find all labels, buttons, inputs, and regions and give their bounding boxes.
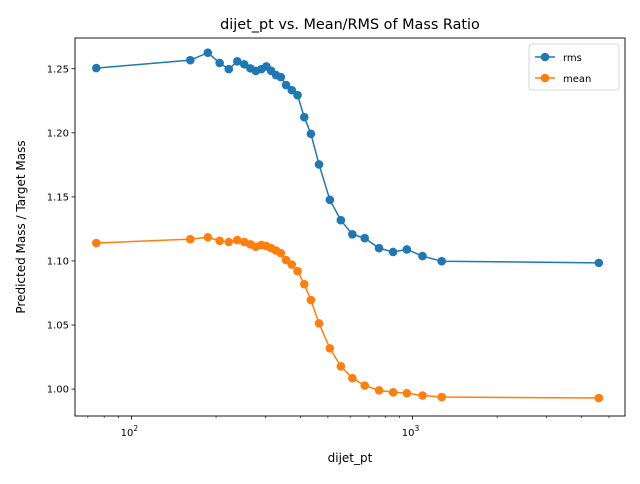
data-point-rms — [232, 57, 242, 66]
data-point-mean — [203, 232, 213, 242]
data-point-mean — [374, 386, 384, 395]
x-axis: 102 103 — [87, 416, 610, 439]
data-point-mean — [418, 391, 427, 400]
data-point-rms — [186, 55, 195, 65]
data-point-mean — [232, 235, 242, 245]
y-tick-label: 1.10 — [47, 257, 69, 268]
legend-marker-rms — [540, 52, 550, 62]
data-point-mean — [287, 260, 297, 269]
legend-label-mean: mean — [563, 74, 591, 85]
data-point-mean — [299, 279, 309, 289]
data-point-mean — [348, 373, 357, 383]
x-tick-label: 103 — [402, 424, 420, 439]
legend-label-rms: rms — [563, 53, 582, 64]
data-point-rms — [325, 195, 335, 205]
x-axis-label: dijet_pt — [328, 451, 373, 465]
data-point-mean — [388, 387, 398, 397]
y-tick-label: 1.00 — [47, 385, 69, 396]
data-point-rms — [203, 48, 213, 58]
y-tick-label: 1.25 — [47, 64, 69, 75]
data-point-mean — [306, 295, 316, 305]
data-point-rms — [374, 243, 384, 253]
data-point-rms — [299, 112, 309, 122]
data-point-mean — [325, 344, 335, 353]
chart-title: dijet_pt vs. Mean/RMS of Mass Ratio — [220, 17, 480, 33]
data-point-mean — [402, 388, 412, 398]
x-tick-label: 102 — [121, 424, 139, 439]
y-tick-label: 1.05 — [47, 321, 69, 332]
data-point-rms — [418, 251, 427, 261]
data-point-mean — [336, 361, 346, 371]
data-point-rms — [594, 258, 604, 268]
data-point-rms — [224, 64, 234, 74]
data-point-mean — [276, 248, 286, 258]
plot-frame — [74, 37, 626, 417]
data-point-rms — [91, 63, 101, 73]
data-point-rms — [306, 129, 316, 139]
data-point-mean — [594, 393, 604, 403]
data-point-mean — [186, 234, 195, 244]
data-point-rms — [215, 58, 224, 68]
data-point-rms — [360, 233, 370, 243]
data-point-rms — [336, 215, 346, 225]
data-point-rms — [287, 85, 297, 95]
y-tick-label: 1.20 — [47, 128, 69, 139]
data-point-rms — [314, 160, 324, 169]
y-axis-label: Predicted Mass / Target Mass — [14, 140, 28, 313]
legend: rms mean — [528, 43, 620, 91]
data-point-mean — [293, 266, 302, 276]
data-point-rms — [437, 256, 446, 266]
data-point-rms — [281, 80, 291, 90]
data-point-mean — [91, 238, 101, 248]
legend-marker-mean — [540, 73, 550, 83]
data-point-rms — [402, 245, 412, 254]
plot-content — [91, 48, 604, 403]
data-point-rms — [276, 72, 286, 82]
data-point-rms — [348, 230, 357, 239]
y-tick-label: 1.15 — [47, 192, 69, 203]
y-axis: 1.00 1.05 1.10 1.15 1.20 1.25 — [47, 64, 75, 396]
data-point-mean — [437, 392, 446, 402]
data-point-mean — [224, 237, 234, 247]
data-point-rms — [293, 90, 302, 100]
data-point-rms — [388, 247, 398, 257]
series-line-rms — [96, 51, 599, 264]
data-point-mean — [360, 381, 370, 390]
data-point-mean — [314, 319, 324, 328]
data-point-rms — [239, 59, 249, 69]
data-point-mean — [215, 236, 224, 246]
